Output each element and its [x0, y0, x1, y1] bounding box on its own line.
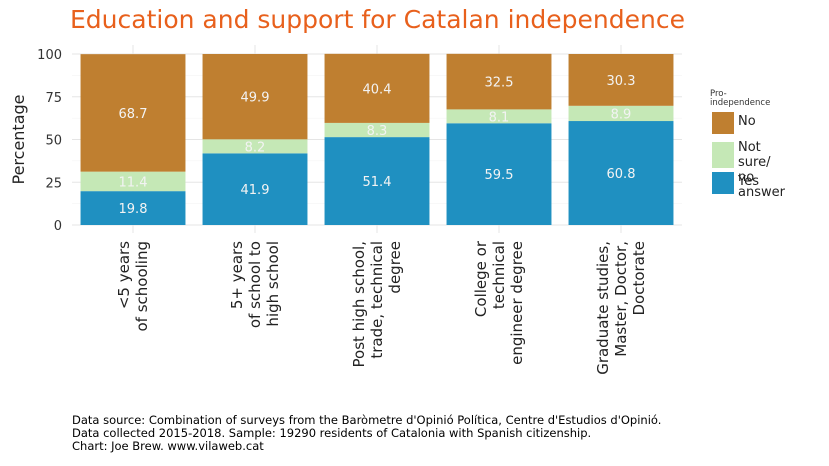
bar-segment [202, 153, 308, 225]
chart-title: Education and support for Catalan indepe… [70, 5, 685, 34]
y-tick-label: 100 [37, 48, 62, 63]
x-tick-label-line: College or [472, 240, 490, 317]
bar-segment [80, 191, 186, 225]
legend-item: No [710, 112, 790, 138]
y-tick-label: 50 [45, 134, 62, 149]
x-tick-label-line: of school to [246, 241, 264, 328]
legend-title: Pro- independence [710, 89, 771, 108]
legend-list: No Not sure/ no answer Yes [710, 112, 790, 200]
y-axis-label: Percentage [9, 94, 28, 184]
data-label: 32.5 [485, 76, 514, 91]
bar-segment [324, 137, 430, 225]
data-label: 30.3 [607, 74, 636, 89]
legend-item: Yes [710, 172, 790, 198]
legend-label: Yes [738, 174, 759, 189]
y-tick-label: 75 [45, 91, 62, 106]
bar-segment [446, 53, 552, 110]
legend-label: No [738, 114, 756, 129]
legend-label: Not sure/ no answer [738, 140, 785, 200]
x-tick-label-line: technical [490, 241, 508, 309]
x-tick-label-line: Doctorate [630, 241, 648, 316]
bar-segment [446, 123, 552, 225]
bar-segment [80, 54, 186, 172]
x-tick-label-line: Master, Doctor, [612, 241, 630, 357]
caption-line-3: Chart: Joe Brew. www.vilaweb.cat [72, 439, 264, 453]
x-tick-label-line: trade, technical [368, 241, 386, 359]
x-tick-label: Post high school,trade, technicaldegree [350, 241, 404, 367]
legend-swatch [712, 142, 734, 168]
data-label: 49.9 [241, 91, 270, 106]
x-tick-label: 5+ yearsof school tohigh school [228, 241, 282, 328]
bars: 19.8 11.4 68.7 41.9 8.2 49.9 51.4 8.3 40.4 59.5 8.… [80, 53, 674, 225]
x-tick-label-line: <5 years [115, 241, 133, 309]
x-tick-label-line: engineer degree [508, 241, 526, 365]
y-tick-label: 0 [54, 219, 62, 234]
data-label: 68.7 [119, 107, 148, 122]
bar-segment [324, 53, 430, 123]
bar-segment [568, 105, 674, 122]
x-tick-label-line: Post high school, [350, 241, 368, 367]
data-label: 51.4 [363, 175, 392, 190]
legend: Pro- independence No Not sure/ no answer Y… [710, 89, 790, 201]
legend-swatch [712, 172, 734, 194]
bar-segment [324, 122, 430, 138]
caption: Data source: Combination of surveys from… [72, 414, 661, 453]
x-tick-label: Graduate studies,Master, Doctor,Doctorat… [594, 241, 648, 375]
data-label: 8.1 [489, 110, 510, 125]
x-tick-label: College ortechnicalengineer degree [472, 240, 526, 365]
caption-line-2: Data collected 2015-2018. Sample: 19290 … [72, 426, 592, 440]
x-tick-label-line: 5+ years [228, 241, 246, 309]
bar-segment [446, 109, 552, 124]
bar-segment [80, 171, 186, 192]
bar-segment [202, 139, 308, 154]
x-tick-label-line: Graduate studies, [594, 241, 612, 375]
data-label: 40.4 [363, 82, 392, 97]
data-label: 59.5 [485, 168, 514, 183]
data-label: 60.8 [607, 167, 636, 182]
x-tick-label-line: of schooling [133, 241, 151, 332]
data-label: 19.8 [119, 202, 148, 217]
data-label: 41.9 [241, 183, 270, 198]
data-label: 8.2 [245, 140, 266, 155]
caption-line-1: Data source: Combination of surveys from… [72, 413, 662, 427]
bar-segment [202, 54, 308, 140]
x-tick-label-line: high school [264, 241, 282, 327]
x-tick-label: <5 yearsof schooling [115, 241, 151, 332]
legend-swatch [712, 112, 734, 134]
bar-segment [568, 54, 674, 106]
stacked-bar-chart: 0 25 50 75 100 Percentage 19.8 11.4 68.7 41.9 8.2 4… [9, 45, 682, 375]
data-label: 11.4 [119, 175, 148, 190]
data-label: 8.9 [611, 107, 632, 122]
bar-segment [568, 121, 674, 225]
x-tick-label-line: degree [386, 241, 404, 294]
y-tick-label: 25 [45, 176, 62, 191]
data-label: 8.3 [367, 124, 388, 139]
legend-item: Not sure/ no answer [710, 140, 790, 200]
